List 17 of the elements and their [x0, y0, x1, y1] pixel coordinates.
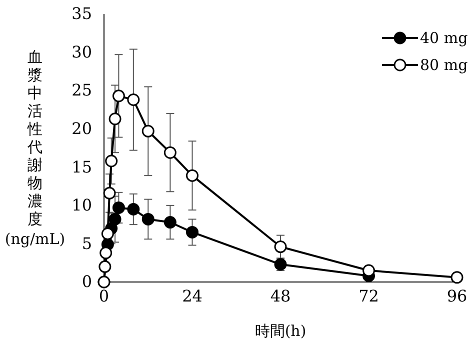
y-tick-label: 10: [72, 196, 92, 215]
y-tick-label: 5: [82, 234, 92, 253]
y-tick-label: 20: [72, 118, 92, 138]
x-tick-label: 0: [98, 286, 110, 306]
x-axis-title: 時間(h): [254, 322, 306, 340]
x-tick-label: 24: [182, 286, 202, 306]
x-tick-label: 96: [446, 286, 468, 306]
legend-label: 40 mg: [420, 29, 468, 47]
y-tick-label: 0: [82, 272, 92, 292]
y-tick-label: 30: [72, 42, 92, 62]
x-tick-label: 72: [358, 286, 379, 306]
text: 血漿中活性代謝物濃度(ng/mL): [4, 48, 66, 248]
y-tick-label: 35: [72, 4, 92, 24]
legend-label: 80 mg: [420, 56, 468, 74]
x-tick-label: 48: [270, 286, 291, 306]
y-tick-label: 25: [72, 80, 92, 100]
y-tick-label: 15: [72, 157, 92, 176]
